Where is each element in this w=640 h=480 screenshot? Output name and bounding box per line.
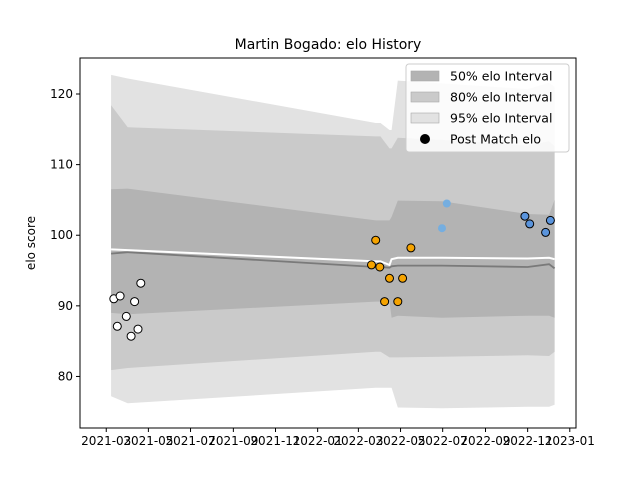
legend-label: 80% elo Interval (450, 90, 552, 105)
x-tick-label: 2022-07 (418, 434, 468, 448)
elo-point (133, 324, 143, 334)
elo-point (520, 211, 530, 221)
elo-point (406, 243, 416, 253)
elo-point (375, 262, 385, 272)
y-tick-label: 90 (58, 299, 73, 313)
band-50 (111, 188, 555, 318)
elo-point (115, 291, 125, 301)
elo-point (385, 273, 394, 283)
x-tick-label: 2022-01 (293, 434, 343, 448)
x-tick-label: 2022-03 (333, 434, 383, 448)
elo-point (398, 273, 408, 283)
elo-point (130, 297, 140, 307)
legend-swatch (410, 91, 440, 103)
y-tick-label: 120 (50, 87, 73, 101)
elo-point (367, 260, 376, 270)
y-axis: 80 90 100 110 120 (50, 87, 80, 383)
legend-box (405, 63, 570, 153)
legend-label: 95% elo Interval (450, 111, 552, 126)
elo-point (545, 215, 555, 225)
elo-point (442, 199, 451, 208)
chart-title: Martin Bogado: elo History (235, 37, 422, 53)
legend-marker (420, 134, 430, 144)
mean-line (111, 248, 555, 267)
x-tick-label: 2021-03 (81, 434, 131, 448)
x-tick-label: 2023-01 (545, 434, 595, 448)
x-tick-label: 2021-11 (250, 434, 300, 448)
x-tick-label: 2021-05 (123, 434, 173, 448)
elo-point (371, 235, 381, 245)
y-tick-label: 110 (50, 158, 73, 172)
x-tick-label: 2021-07 (165, 434, 215, 448)
elo-point (121, 311, 131, 321)
plot-frame (79, 57, 577, 429)
x-tick-label: 2022-05 (375, 434, 425, 448)
elo-point (380, 297, 390, 307)
x-tick-label: 2022-11 (503, 434, 553, 448)
elo-point (112, 321, 122, 331)
legend-swatch (410, 70, 440, 82)
legend-label: 50% elo Interval (450, 69, 552, 84)
legend: 50% elo Interval 80% elo Interval 95% elo … (405, 63, 570, 153)
elo-point (126, 331, 136, 341)
y-tick-label: 100 (50, 228, 73, 242)
elo-point (136, 278, 146, 288)
plot-area (109, 74, 556, 409)
elo-point (541, 227, 551, 237)
x-axis: 2021-032021-052021-072021-092021-112022-… (81, 428, 595, 448)
legend-swatch (410, 112, 440, 124)
elo-point (438, 224, 446, 233)
x-tick-label: 2021-09 (208, 434, 258, 448)
y-tick-label: 80 (58, 369, 73, 383)
median-line (111, 251, 556, 270)
y-axis-label: elo score (24, 216, 38, 270)
elo-point (393, 297, 403, 307)
x-tick-label: 2022-09 (460, 434, 510, 448)
elo-point (525, 219, 535, 229)
legend-label: Post Match elo (450, 132, 541, 147)
